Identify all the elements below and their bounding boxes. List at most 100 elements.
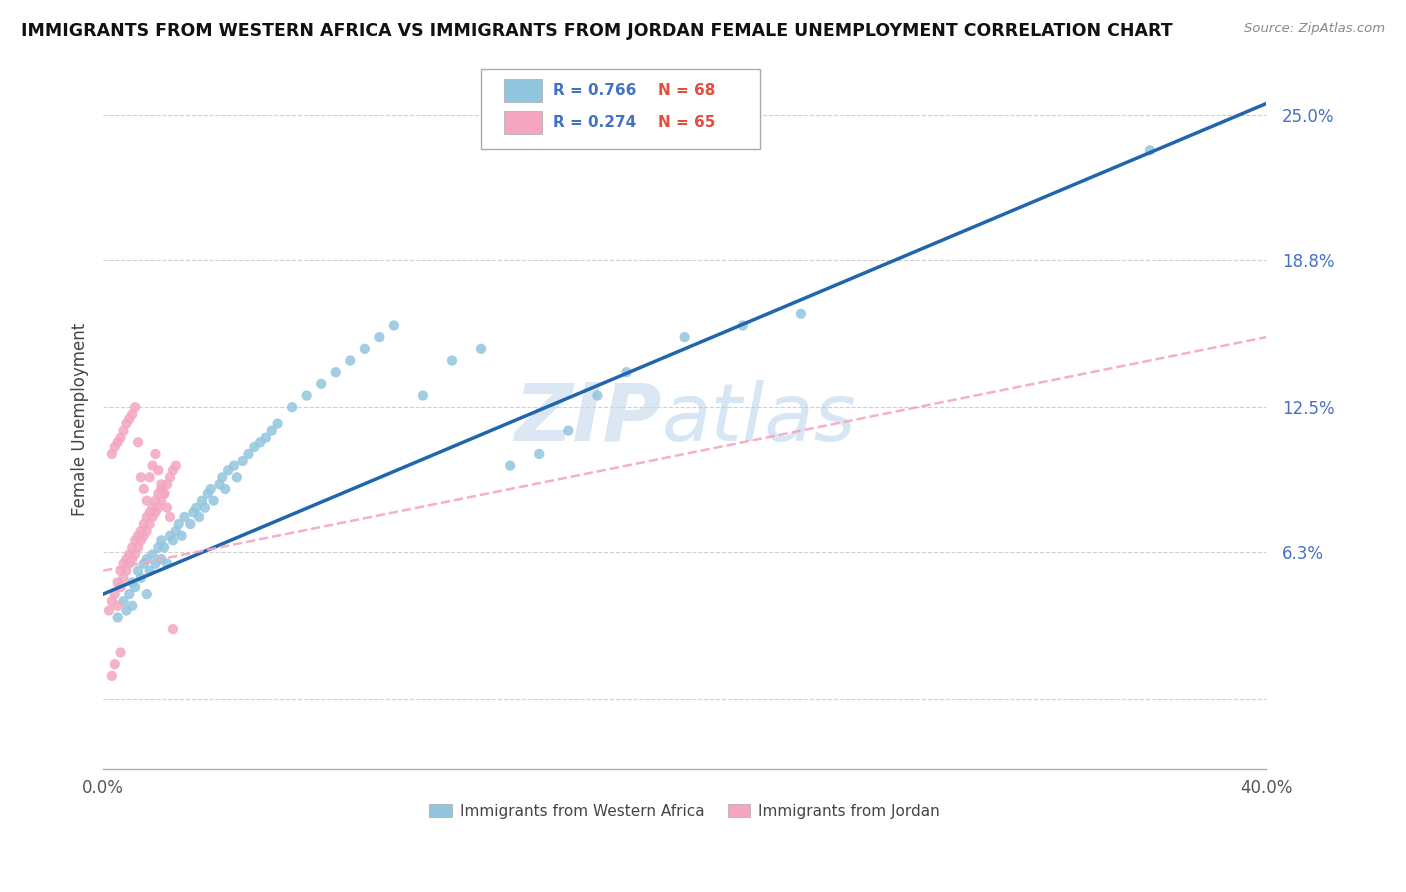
Point xyxy=(159,470,181,484)
Point xyxy=(124,533,146,548)
Point xyxy=(162,533,184,548)
Point xyxy=(170,529,193,543)
Point xyxy=(1139,143,1161,157)
Point xyxy=(150,552,173,566)
Point xyxy=(214,482,236,496)
Point xyxy=(181,505,204,519)
Point xyxy=(118,548,141,562)
Point xyxy=(243,440,266,454)
Point xyxy=(110,580,132,594)
Text: IMMIGRANTS FROM WESTERN AFRICA VS IMMIGRANTS FROM JORDAN FEMALE UNEMPLOYMENT COR: IMMIGRANTS FROM WESTERN AFRICA VS IMMIGR… xyxy=(21,22,1173,40)
Point xyxy=(107,435,129,450)
Point xyxy=(238,447,260,461)
Point xyxy=(202,493,225,508)
Point xyxy=(159,510,181,524)
Point xyxy=(142,458,165,473)
Point xyxy=(162,463,184,477)
Point xyxy=(112,571,135,585)
Point xyxy=(145,493,167,508)
Point xyxy=(222,458,245,473)
Point xyxy=(188,510,211,524)
Point xyxy=(107,599,129,613)
Point xyxy=(148,541,170,555)
Point xyxy=(118,557,141,571)
Point xyxy=(150,493,173,508)
Point xyxy=(148,463,170,477)
Point xyxy=(132,482,155,496)
Point xyxy=(266,417,288,431)
Point xyxy=(129,571,152,585)
Point xyxy=(107,610,129,624)
Point xyxy=(101,594,124,608)
Point xyxy=(339,353,361,368)
Point xyxy=(167,516,190,531)
Point xyxy=(191,493,214,508)
Point xyxy=(135,552,157,566)
Point xyxy=(115,552,138,566)
Point xyxy=(115,603,138,617)
Point xyxy=(121,407,143,421)
Point xyxy=(124,580,146,594)
Point xyxy=(124,401,146,415)
Point xyxy=(529,447,551,461)
Point xyxy=(110,646,132,660)
Point xyxy=(138,470,160,484)
Point xyxy=(382,318,405,333)
Point xyxy=(153,486,176,500)
Bar xyxy=(505,79,541,103)
Point xyxy=(104,657,127,672)
Point xyxy=(110,564,132,578)
Point xyxy=(150,533,173,548)
Point xyxy=(127,564,149,578)
Point xyxy=(281,401,304,415)
Point xyxy=(145,447,167,461)
Point xyxy=(129,524,152,538)
Point xyxy=(197,486,219,500)
Point xyxy=(368,330,391,344)
Point xyxy=(135,587,157,601)
Point xyxy=(132,557,155,571)
Point xyxy=(121,599,143,613)
Point xyxy=(121,552,143,566)
Point xyxy=(145,505,167,519)
Bar xyxy=(505,111,541,134)
Point xyxy=(118,587,141,601)
Point xyxy=(118,412,141,426)
Point xyxy=(165,458,187,473)
Point xyxy=(586,388,609,402)
Point xyxy=(101,447,124,461)
Point xyxy=(295,388,318,402)
Point xyxy=(129,470,152,484)
Point xyxy=(186,500,208,515)
Text: R = 0.274: R = 0.274 xyxy=(553,115,637,129)
Point xyxy=(121,541,143,555)
Point xyxy=(150,477,173,491)
Point xyxy=(138,564,160,578)
Point xyxy=(107,575,129,590)
Point xyxy=(165,524,187,538)
Point xyxy=(145,557,167,571)
Text: N = 68: N = 68 xyxy=(658,83,716,98)
Point xyxy=(156,557,179,571)
Point xyxy=(153,486,176,500)
Point xyxy=(112,557,135,571)
Point xyxy=(441,353,464,368)
Point xyxy=(499,458,522,473)
Point xyxy=(132,529,155,543)
Point xyxy=(127,529,149,543)
Point xyxy=(673,330,696,344)
Point xyxy=(156,500,179,515)
Point xyxy=(129,533,152,548)
Point xyxy=(194,500,217,515)
Point xyxy=(325,365,347,379)
Point xyxy=(232,454,254,468)
Point xyxy=(731,318,754,333)
Point xyxy=(153,541,176,555)
Point xyxy=(138,505,160,519)
Point xyxy=(470,342,492,356)
FancyBboxPatch shape xyxy=(481,69,761,149)
Point xyxy=(173,510,195,524)
Point xyxy=(124,548,146,562)
Point xyxy=(138,516,160,531)
Point xyxy=(156,477,179,491)
